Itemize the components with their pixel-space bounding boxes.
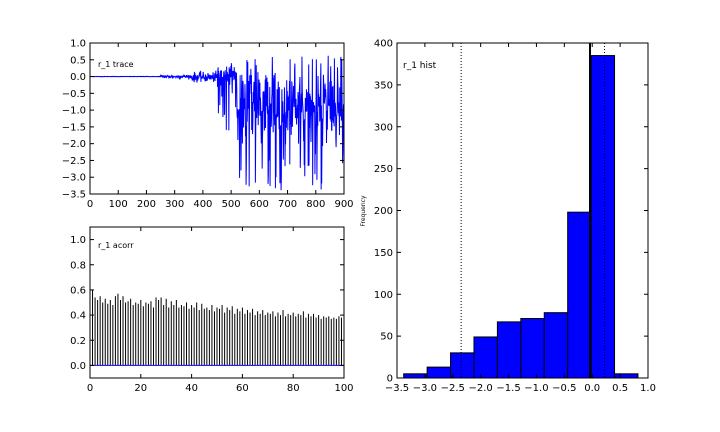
0-ytick-label: −1.0 [62,106,86,117]
trace-ticks: 0 100 200 300 400 500 600 700 800 900 1.0 0.5 0.0 −0.… [62,39,354,211]
hist-ylabel: Frequency [360,195,367,226]
2-xtick-label: −3.5 [385,383,409,394]
hist-bar [473,336,498,379]
2-ytick-label: 0 [387,374,393,385]
2-ytick-label: 350 [374,80,393,91]
hist-bar [450,352,475,379]
hist-vlines [460,43,605,378]
1-ytick-label: 0.4 [70,311,86,322]
0-xtick-label: 500 [222,199,241,210]
0-xtick-label: 800 [306,199,325,210]
1-ytick-label: 0.0 [70,361,86,372]
0-xtick-label: 200 [137,199,156,210]
2-xtick-label: 0.5 [612,383,628,394]
1-ytick-label: 0.6 [70,285,86,296]
hist-bar [567,211,592,379]
1-xtick-label: 0 [87,383,93,394]
1-ytick-label: 0.2 [70,336,86,347]
2-ytick-label: 200 [374,206,393,217]
hist-bar [543,312,569,379]
0-ytick-label: −0.5 [62,89,86,100]
hist-bar [426,366,452,379]
acorr-frame [89,226,345,379]
0-xtick-label: 100 [109,199,128,210]
hist-bar [590,55,616,379]
1-xtick-label: 100 [334,383,353,394]
2-xtick-label: −2.0 [469,383,493,394]
hist-bars [403,55,639,379]
0-ytick-label: 1.0 [70,39,86,50]
trace-panel: 0 100 200 300 400 500 600 700 800 900 1.0 0.5 0.0 −0.… [62,39,354,211]
0-ytick-label: −1.5 [62,122,86,133]
2-xtick-label: −2.5 [441,383,465,394]
acorr-bars [92,289,342,366]
0-xtick-label: 700 [278,199,297,210]
1-xtick-label: 80 [287,383,300,394]
hist-bar [520,318,545,379]
0-ytick-label: −3.5 [62,190,86,201]
0-xtick-label: 400 [193,199,212,210]
hist-bar [614,373,639,379]
0-ytick-label: −2.0 [62,139,86,150]
2-xtick-label: −1.5 [496,383,520,394]
hist-bar [403,373,428,379]
1-ytick-label: 1.0 [70,235,86,246]
acorr-ticks: 0 20 40 60 80 100 0.0 0.2 0.4 0.6 0.8 1.0 [70,227,354,394]
trace-line [89,55,345,191]
2-ytick-label: 100 [374,290,393,301]
1-ytick-label: 0.8 [70,260,86,271]
0-xtick-label: 900 [334,199,353,210]
2-ytick-label: 250 [374,164,393,175]
0-xtick-label: 0 [87,199,93,210]
hist-ticks: −3.5 −3.0 −2.5 −2.0 −1.5 −1.0 −0.5 0.0 0.5 1.0 0 50… [374,39,656,395]
0-ytick-label: 0.0 [70,72,86,83]
2-xtick-label: −1.0 [524,383,548,394]
2-ytick-label: 400 [374,39,393,50]
1-xtick-label: 20 [134,383,147,394]
2-ytick-label: 300 [374,122,393,133]
2-xtick-label: 0.0 [584,383,600,394]
0-xtick-label: 600 [250,199,269,210]
hist-annotation: r_1 hist [403,61,437,71]
2-xtick-label: 1.0 [640,383,656,394]
hist-bar [496,321,522,379]
acorr-panel: 0 20 40 60 80 100 0.0 0.2 0.4 0.6 0.8 1.0 r_1 acorr [70,226,354,394]
0-ytick-label: −2.5 [62,156,86,167]
acorr-annotation: r_1 acorr [98,241,134,250]
2-xtick-label: −0.5 [552,383,576,394]
trace-frame [89,42,345,195]
1-xtick-label: 40 [185,383,198,394]
2-ytick-label: 150 [374,248,393,259]
0-ytick-label: −3.0 [62,173,86,184]
2-xtick-label: −3.0 [413,383,437,394]
2-ytick-label: 50 [380,332,393,343]
trace-annotation: r_1 trace [98,60,134,69]
1-xtick-label: 60 [236,383,249,394]
0-xtick-label: 300 [165,199,184,210]
0-ytick-label: 0.5 [70,55,86,66]
hist-panel: −3.5 −3.0 −2.5 −2.0 −1.5 −1.0 −0.5 0.0 0.5 1.0 0 50… [360,39,656,395]
